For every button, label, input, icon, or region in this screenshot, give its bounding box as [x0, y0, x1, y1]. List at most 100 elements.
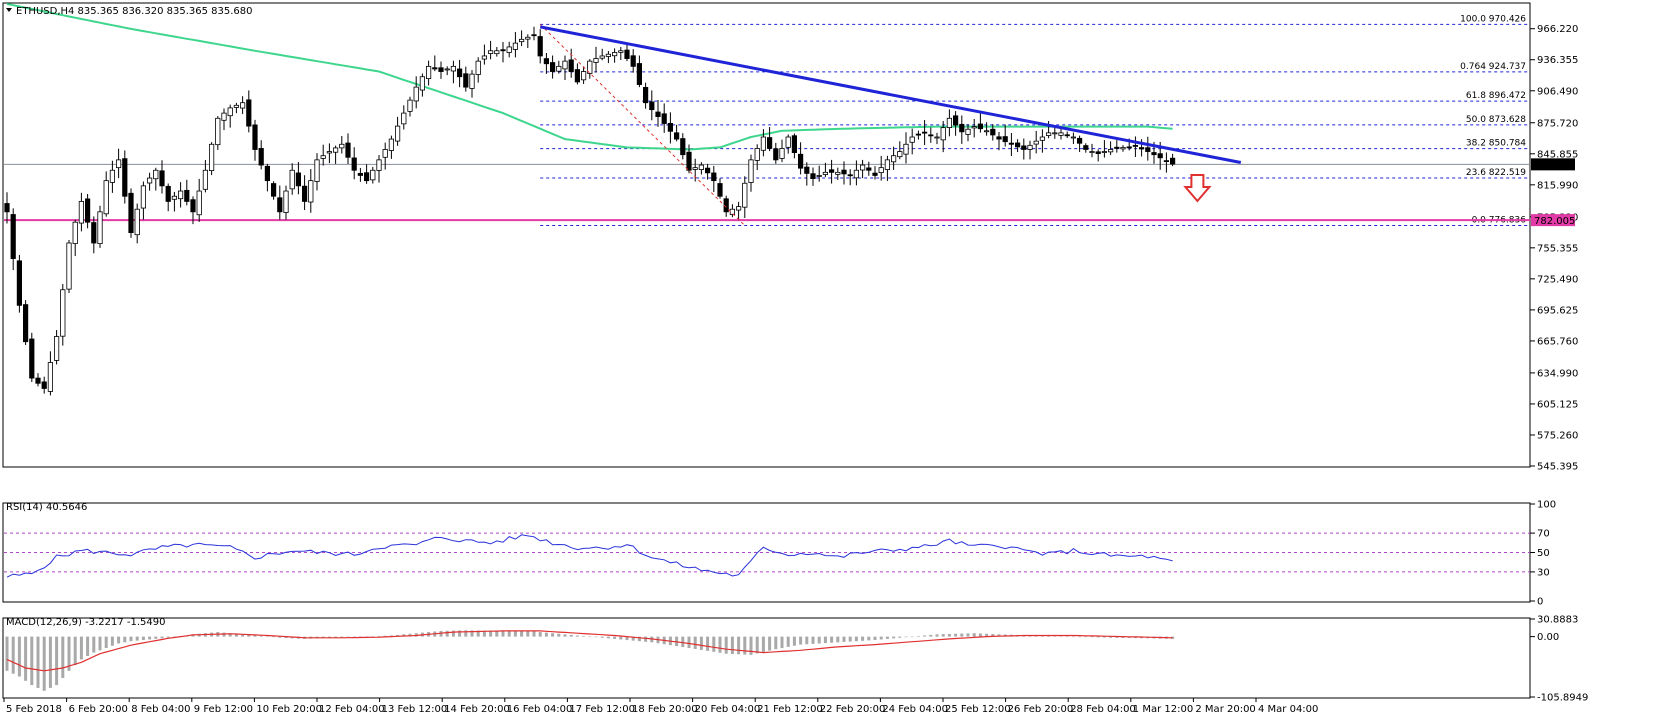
candle-body — [798, 153, 804, 169]
candle-body — [655, 111, 661, 117]
candle-body — [97, 211, 103, 245]
candle-body — [760, 136, 767, 151]
candle-body — [686, 151, 692, 171]
macd-histogram-bar — [972, 633, 976, 637]
candle-body — [829, 169, 835, 173]
macd-histogram-bar — [408, 633, 412, 637]
candle-body — [171, 195, 177, 200]
candle-body — [29, 338, 35, 379]
rsi-line — [6, 534, 1173, 578]
macd-histogram-bar — [470, 630, 474, 637]
candle-body — [698, 164, 705, 170]
macd-histogram-bar — [247, 634, 251, 637]
symbol-header: ETHUSD,H4 835.365 836.320 835.365 835.68… — [16, 6, 253, 17]
macd-histogram-bar — [966, 633, 970, 637]
x-tick-label: 10 Feb 20:00 — [256, 704, 322, 715]
candle-body — [221, 112, 227, 121]
macd-histogram-bar — [892, 636, 896, 639]
candle-body — [531, 34, 537, 37]
candle-body — [382, 149, 388, 158]
candle-body — [866, 167, 872, 171]
candle-body — [47, 362, 54, 392]
macd-histogram-bar — [5, 636, 9, 671]
candle-body — [996, 136, 1002, 140]
macd-histogram-bar — [916, 636, 920, 637]
candle-body — [1058, 132, 1064, 136]
macd-histogram-bar — [557, 633, 561, 637]
x-tick-label: 5 Feb 2018 — [6, 704, 62, 715]
rsi-y-tick-label: 100 — [1537, 500, 1556, 511]
macd-histogram-bar — [718, 636, 722, 653]
chart-menu-icon[interactable] — [6, 8, 12, 12]
macd-y-tick-label: 0.00 — [1537, 632, 1559, 643]
macd-histogram-bar — [284, 636, 288, 639]
candle-body — [810, 173, 816, 179]
candle-body — [946, 117, 953, 128]
candle-body — [332, 147, 339, 153]
macd-histogram-bar — [768, 636, 772, 651]
candle-body — [419, 76, 426, 91]
candle-body — [363, 172, 370, 182]
candle-body — [202, 169, 208, 190]
macd-histogram-bar — [606, 636, 610, 639]
macd-histogram-bar — [55, 636, 59, 686]
macd-histogram-bar — [272, 636, 276, 638]
macd-histogram-bar — [693, 636, 697, 649]
candle-body — [252, 124, 258, 150]
x-tick-label: 28 Feb 04:00 — [1070, 704, 1136, 715]
macd-histogram-bar — [160, 636, 164, 639]
macd-histogram-bar — [228, 633, 232, 637]
candle-body — [246, 99, 252, 127]
macd-histogram-bar — [1047, 635, 1051, 637]
candle-body — [78, 201, 84, 224]
macd-histogram-bar — [1071, 636, 1075, 638]
macd-histogram-bar — [836, 636, 840, 643]
macd-histogram-bar — [706, 636, 710, 651]
macd-histogram-bar — [830, 636, 834, 643]
macd-histogram-bar — [482, 630, 486, 637]
candle-body — [1120, 146, 1126, 150]
macd-histogram-bar — [854, 636, 858, 642]
candle-body — [450, 65, 457, 72]
macd-histogram-bar — [495, 630, 499, 637]
x-tick-label: 8 Feb 04:00 — [131, 704, 190, 715]
candle-body — [357, 172, 364, 176]
x-tick-label: 2 Mar 20:00 — [1195, 704, 1255, 715]
candle-body — [494, 50, 500, 55]
macd-y-tick-label: 30.8883 — [1537, 615, 1578, 626]
fib-level-label: 50.0 873.628 — [1466, 115, 1526, 125]
candle-body — [667, 122, 674, 132]
candle-body — [196, 190, 202, 216]
candle-body — [425, 65, 432, 80]
macd-histogram-bar — [104, 636, 108, 649]
candle-body — [1033, 140, 1039, 145]
macd-histogram-bar — [774, 636, 778, 650]
macd-histogram-bar — [1102, 636, 1106, 638]
candle-body — [692, 167, 698, 170]
candle-body — [227, 107, 233, 117]
macd-histogram-bar — [117, 636, 121, 644]
candle-body — [1170, 157, 1176, 165]
macd-histogram-bar — [879, 636, 883, 640]
candle-body — [4, 203, 10, 213]
macd-histogram-bar — [148, 636, 152, 640]
candle-body — [872, 172, 878, 176]
rsi-pane: 100 70 50 30 0 — [2, 500, 1556, 608]
macd-histogram-bar — [935, 634, 939, 637]
candle-body — [649, 101, 655, 111]
candle-body — [487, 50, 494, 54]
candle-body — [891, 155, 897, 163]
fib-level-label: 38.2 850.784 — [1466, 139, 1526, 149]
macd-histogram-bar — [358, 636, 362, 638]
candle-body — [1046, 132, 1052, 136]
candle-body — [463, 73, 469, 88]
candle-body — [60, 289, 66, 337]
candle-body — [1064, 134, 1070, 137]
candle-body — [177, 190, 184, 200]
candle-body — [85, 198, 91, 223]
candle-body — [91, 222, 97, 244]
macd-histogram-bar — [929, 634, 933, 637]
candle-body — [717, 183, 723, 197]
macd-histogram-bar — [222, 632, 226, 637]
y-tick-label: 815.990 — [1537, 180, 1578, 191]
